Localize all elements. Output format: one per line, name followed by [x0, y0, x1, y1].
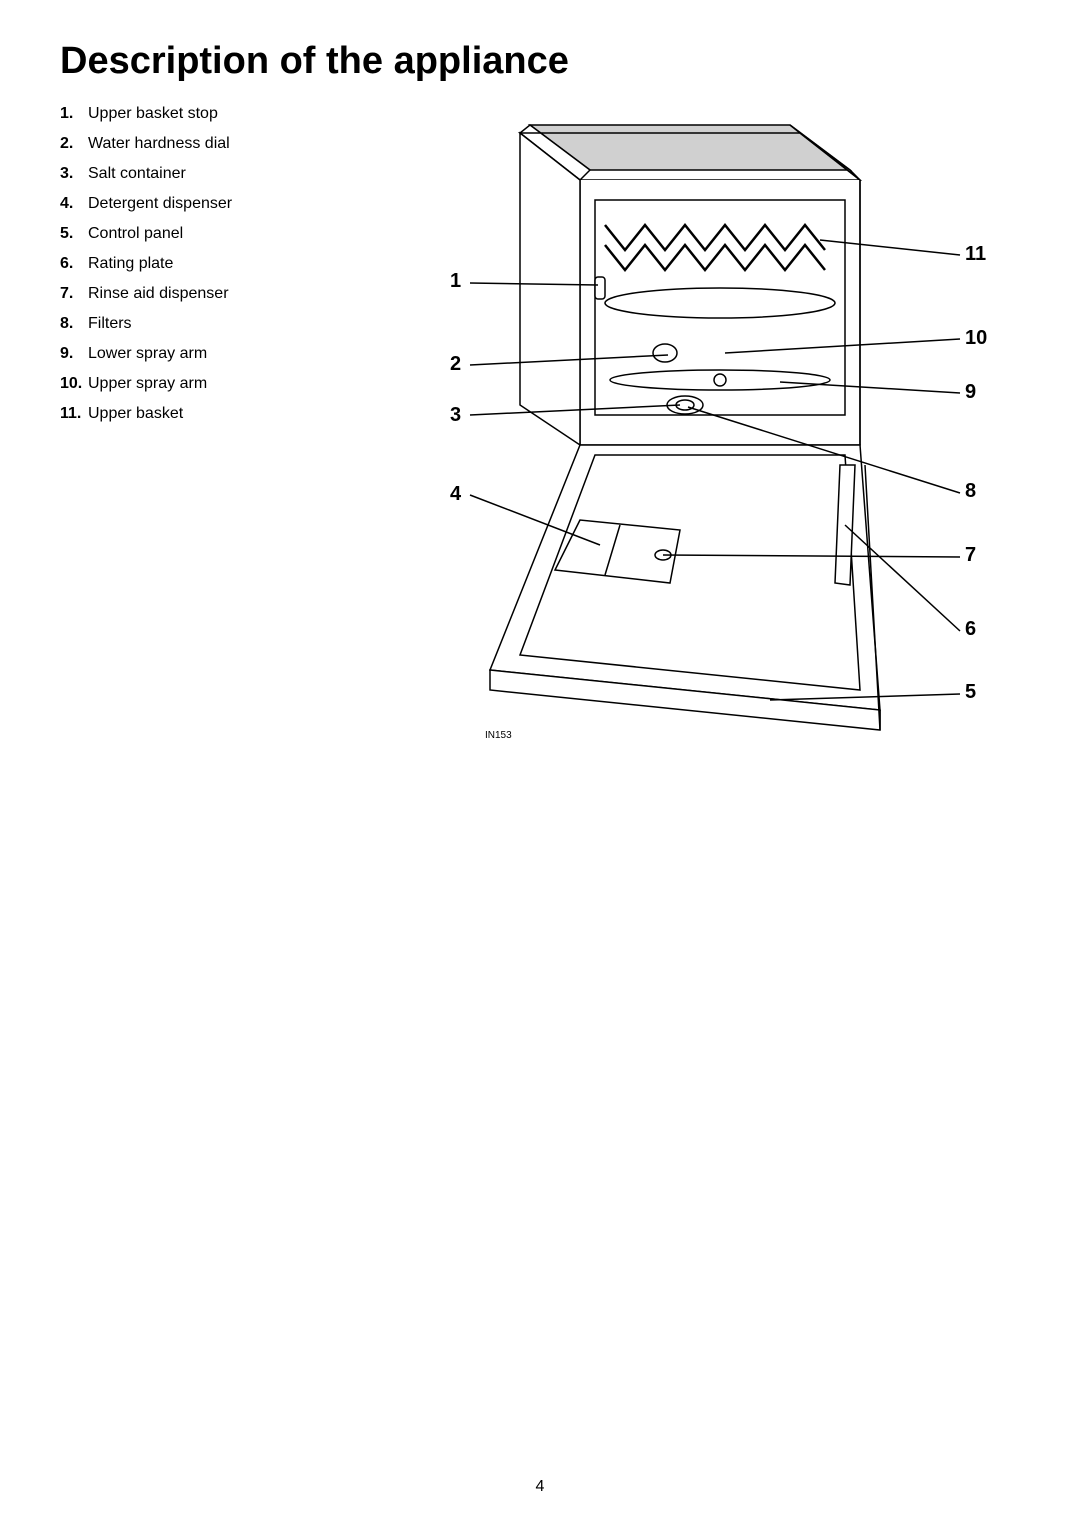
list-item-number: 9. — [60, 345, 88, 363]
list-item-label: Rating plate — [88, 255, 173, 273]
list-item-number: 4. — [60, 195, 88, 213]
list-item-label: Control panel — [88, 225, 183, 243]
figure-code: IN153 — [485, 730, 512, 741]
callout-number: 5 — [965, 681, 976, 704]
parts-list: 1.Upper basket stop2.Water hardness dial… — [60, 105, 380, 423]
list-item: 6.Rating plate — [60, 255, 380, 273]
list-item: 4.Detergent dispenser — [60, 195, 380, 213]
page-title: Description of the appliance — [60, 40, 1020, 83]
list-item: 8.Filters — [60, 315, 380, 333]
list-item: 5.Control panel — [60, 225, 380, 243]
list-item-label: Rinse aid dispenser — [88, 285, 229, 303]
page-container: Description of the appliance 1.Upper bas… — [0, 0, 1080, 800]
list-item-label: Water hardness dial — [88, 135, 230, 153]
list-item-label: Upper spray arm — [88, 375, 207, 393]
list-item-number: 6. — [60, 255, 88, 273]
list-item-number: 8. — [60, 315, 88, 333]
callout-number: 1 — [450, 270, 461, 293]
page-number: 4 — [0, 1478, 1080, 1496]
list-item-number: 3. — [60, 165, 88, 183]
list-item-number: 2. — [60, 135, 88, 153]
list-item: 9.Lower spray arm — [60, 345, 380, 363]
list-item: 2.Water hardness dial — [60, 135, 380, 153]
list-item-label: Salt container — [88, 165, 186, 183]
list-item: 10.Upper spray arm — [60, 375, 380, 393]
list-item-label: Lower spray arm — [88, 345, 207, 363]
callout-number: 6 — [965, 618, 976, 641]
list-item-label: Upper basket — [88, 405, 183, 423]
list-item-label: Filters — [88, 315, 132, 333]
diagram-column: 1 2 3 4 11 10 9 8 7 6 5 IN153 — [380, 105, 1020, 760]
list-item-number: 11. — [60, 405, 88, 423]
content-row: 1.Upper basket stop2.Water hardness dial… — [60, 105, 1020, 760]
list-item: 1.Upper basket stop — [60, 105, 380, 123]
callout-number: 8 — [965, 480, 976, 503]
list-item-label: Upper basket stop — [88, 105, 218, 123]
parts-list-column: 1.Upper basket stop2.Water hardness dial… — [60, 105, 380, 760]
list-item: 3.Salt container — [60, 165, 380, 183]
diagram-wrapper: 1234 111098765 IN153 — [420, 105, 980, 760]
list-item-number: 7. — [60, 285, 88, 303]
list-item: 11.Upper basket — [60, 405, 380, 423]
list-item-number: 5. — [60, 225, 88, 243]
list-item-label: Detergent dispenser — [88, 195, 232, 213]
callout-number: 10 — [965, 327, 987, 350]
list-item: 7.Rinse aid dispenser — [60, 285, 380, 303]
callout-number: 3 — [450, 404, 461, 427]
list-item-number: 10. — [60, 375, 88, 393]
callout-number: 11 — [965, 243, 986, 266]
appliance-diagram — [420, 105, 980, 755]
callout-number: 9 — [965, 381, 976, 404]
callout-number: 7 — [965, 544, 976, 567]
callout-number: 2 — [450, 353, 461, 376]
list-item-number: 1. — [60, 105, 88, 123]
callout-number: 4 — [450, 483, 461, 506]
